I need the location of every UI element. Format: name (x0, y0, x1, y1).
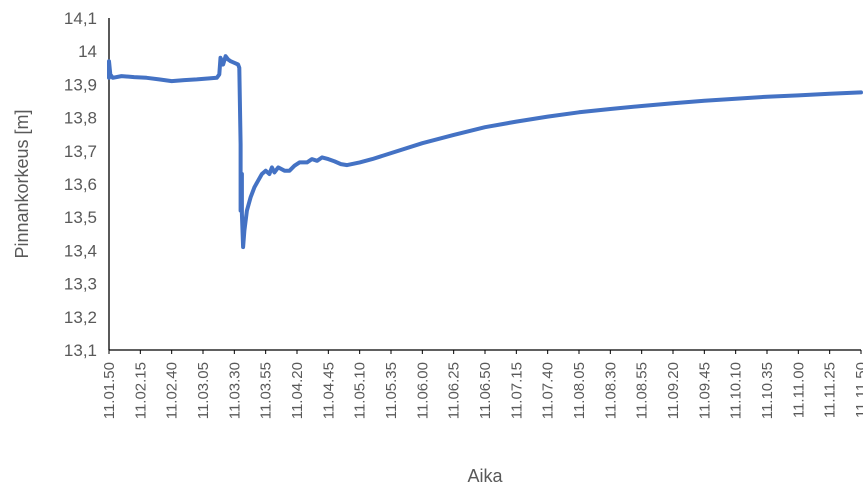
y-tick-label: 13,1 (64, 341, 97, 360)
x-tick-label: 11.10.35 (759, 362, 776, 419)
x-tick-label: 11.09.45 (696, 362, 713, 419)
x-tick-label: 11.06.25 (446, 362, 463, 419)
x-tick-label: 11.05.35 (383, 362, 400, 419)
y-tick-label: 13,6 (64, 175, 97, 194)
x-tick-label: 11.02.15 (132, 362, 149, 419)
y-tick-label: 13,3 (64, 275, 97, 294)
x-tick-label: 11.06.50 (477, 362, 494, 419)
x-tick-label: 11.06.00 (414, 362, 431, 419)
x-tick-label: 11.09.20 (665, 362, 682, 419)
x-tick-label: 11.08.05 (571, 362, 588, 419)
x-tick-label: 11.03.05 (195, 362, 212, 419)
x-axis-title: Aika (467, 466, 503, 486)
x-tick-label: 11.07.40 (540, 362, 557, 419)
x-tick-label: 11.11.25 (822, 362, 839, 418)
x-tick-label: 11.01.50 (101, 362, 118, 419)
x-tick-label: 11.03.55 (258, 362, 275, 419)
x-tick-label: 11.08.55 (634, 362, 651, 419)
y-axis-ticks: 13,1 13,2 13,3 13,4 13,5 13,6 13,7 13,8 13,9 14 14… (64, 9, 97, 360)
y-tick-label: 13,5 (64, 208, 97, 227)
x-axis-ticks: 11.01.50 11.02.15 11.02.40 11.03.05 11.03.30… (101, 350, 863, 419)
x-tick-label: 11.10.10 (728, 362, 745, 419)
y-tick-label: 14,1 (64, 9, 97, 28)
x-tick-label: 11.04.45 (320, 362, 337, 419)
x-tick-label: 11.11.00 (790, 362, 807, 418)
x-tick-label: 11.07.15 (508, 362, 525, 419)
y-tick-label: 13,8 (64, 109, 97, 128)
y-tick-label: 13,2 (64, 308, 97, 327)
series-layer (107, 54, 863, 250)
x-tick-label: 11.08.30 (602, 362, 619, 419)
series-line-0 (107, 54, 863, 250)
y-axis-title: Pinnankorkeus [m] (12, 109, 32, 258)
x-tick-label: 11.11.50 (853, 362, 863, 418)
x-tick-label: 11.05.10 (352, 362, 369, 419)
y-tick-label: 14 (78, 42, 97, 61)
y-tick-label: 13,9 (64, 75, 97, 94)
x-tick-label: 11.02.40 (164, 362, 181, 419)
y-tick-label: 13,7 (64, 142, 97, 161)
x-tick-label: 11.03.30 (226, 362, 243, 419)
y-tick-label: 13,4 (64, 241, 97, 260)
x-tick-label: 11.04.20 (289, 362, 306, 419)
